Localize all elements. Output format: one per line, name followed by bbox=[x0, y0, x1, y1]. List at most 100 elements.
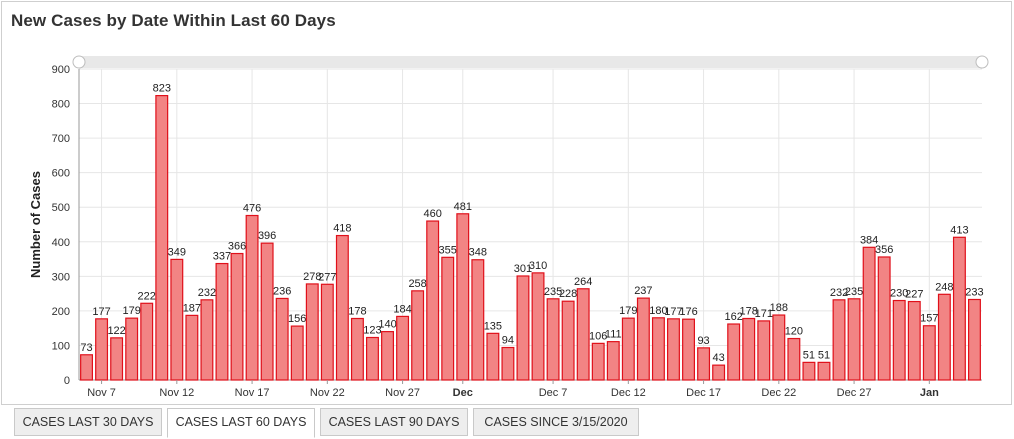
bar[interactable] bbox=[727, 323, 741, 381]
x-tick-label: Dec 22 bbox=[761, 387, 796, 399]
bar[interactable] bbox=[968, 298, 981, 381]
bar-value-label: 235 bbox=[845, 286, 863, 298]
bar-value-label: 356 bbox=[875, 244, 893, 256]
bar[interactable] bbox=[937, 293, 951, 381]
y-tick-label: 400 bbox=[52, 237, 70, 249]
bar[interactable] bbox=[516, 275, 530, 381]
bar[interactable] bbox=[651, 317, 665, 381]
bar[interactable] bbox=[742, 317, 756, 381]
bar[interactable] bbox=[456, 213, 470, 381]
bar[interactable] bbox=[260, 242, 274, 381]
bar[interactable] bbox=[636, 297, 650, 381]
bar[interactable] bbox=[290, 325, 304, 381]
bar[interactable] bbox=[320, 283, 334, 381]
bar-value-label: 230 bbox=[890, 288, 908, 300]
x-tick-label: Dec 27 bbox=[837, 387, 872, 399]
bar[interactable] bbox=[140, 302, 154, 381]
bar-value-label: 222 bbox=[138, 290, 156, 302]
bar-value-label: 236 bbox=[273, 285, 291, 297]
bar-value-label: 120 bbox=[785, 326, 803, 338]
bar-value-label: 135 bbox=[484, 320, 502, 332]
bar[interactable] bbox=[125, 317, 139, 381]
bar[interactable] bbox=[847, 298, 861, 381]
bar[interactable] bbox=[245, 214, 259, 381]
bar[interactable] bbox=[335, 234, 349, 381]
tab-cases-since-3-15-2020[interactable]: CASES SINCE 3/15/2020 bbox=[473, 408, 639, 436]
bar[interactable] bbox=[350, 317, 364, 381]
bar[interactable] bbox=[802, 361, 816, 381]
bar[interactable] bbox=[546, 298, 560, 381]
range-scroller-left-handle[interactable] bbox=[72, 55, 86, 69]
bar-value-label: 94 bbox=[502, 335, 514, 347]
bar[interactable] bbox=[396, 315, 410, 381]
bar[interactable] bbox=[667, 318, 680, 381]
bar[interactable] bbox=[275, 297, 289, 381]
bar-value-label: 264 bbox=[574, 276, 592, 288]
bar[interactable] bbox=[787, 337, 801, 381]
bar[interactable] bbox=[170, 258, 184, 381]
bar[interactable] bbox=[411, 290, 425, 381]
y-tick-label: 600 bbox=[52, 168, 70, 180]
bar[interactable] bbox=[772, 314, 786, 381]
bar-value-label: 106 bbox=[589, 330, 607, 342]
bar[interactable] bbox=[591, 342, 605, 381]
y-tick-label: 300 bbox=[52, 271, 70, 283]
bar[interactable] bbox=[757, 320, 771, 381]
bar-value-label: 73 bbox=[80, 342, 92, 354]
bar-value-label: 93 bbox=[697, 335, 709, 347]
bar-value-label: 156 bbox=[288, 313, 306, 325]
bar[interactable] bbox=[381, 331, 394, 381]
bar[interactable] bbox=[832, 299, 846, 381]
range-scroller-right-handle[interactable] bbox=[975, 55, 989, 69]
bar[interactable] bbox=[682, 318, 695, 381]
x-tick-label: Nov 17 bbox=[235, 387, 270, 399]
chart-panel: New Cases by Date Within Last 60 Days bbox=[1, 1, 1012, 405]
bar[interactable] bbox=[877, 256, 891, 381]
bar-value-label: 177 bbox=[92, 306, 110, 318]
bar[interactable] bbox=[366, 336, 379, 381]
bar[interactable] bbox=[561, 300, 575, 381]
bar[interactable] bbox=[952, 236, 966, 381]
y-tick-label: 100 bbox=[52, 340, 70, 352]
bar-value-label: 233 bbox=[965, 286, 983, 298]
bar[interactable] bbox=[80, 354, 93, 381]
tab-cases-last-30-days[interactable]: CASES LAST 30 DAYS bbox=[14, 408, 162, 436]
bar[interactable] bbox=[305, 283, 319, 381]
bar[interactable] bbox=[606, 341, 620, 381]
range-scroller-track[interactable] bbox=[79, 56, 982, 68]
bar-value-label: 51 bbox=[803, 349, 815, 361]
bar-value-label: 178 bbox=[348, 305, 366, 317]
bar[interactable] bbox=[576, 288, 590, 381]
bar[interactable] bbox=[922, 325, 936, 381]
bar[interactable] bbox=[697, 347, 711, 381]
bar[interactable] bbox=[531, 272, 545, 381]
x-tick-label: Nov 22 bbox=[310, 387, 345, 399]
bar-value-label: 43 bbox=[713, 352, 725, 364]
bar[interactable] bbox=[712, 364, 726, 381]
tab-cases-last-90-days[interactable]: CASES LAST 90 DAYS bbox=[320, 408, 468, 436]
bar[interactable] bbox=[441, 256, 455, 381]
bar[interactable] bbox=[185, 314, 199, 381]
bar-value-label: 111 bbox=[605, 329, 622, 341]
bar-value-label: 348 bbox=[469, 247, 487, 259]
bar[interactable] bbox=[155, 95, 169, 381]
bar[interactable] bbox=[215, 262, 229, 381]
bar[interactable] bbox=[426, 220, 440, 381]
bar[interactable] bbox=[230, 252, 244, 381]
bar-value-label: 384 bbox=[860, 234, 878, 246]
bar[interactable] bbox=[486, 332, 500, 381]
bar-value-label: 177 bbox=[664, 306, 682, 318]
bar[interactable] bbox=[621, 317, 635, 381]
bar[interactable] bbox=[200, 299, 214, 381]
bar[interactable] bbox=[110, 337, 124, 381]
bar[interactable] bbox=[95, 318, 109, 381]
bar[interactable] bbox=[817, 361, 831, 381]
bar[interactable] bbox=[862, 246, 876, 381]
x-tick-label: Dec 12 bbox=[611, 387, 646, 399]
bar[interactable] bbox=[892, 299, 906, 381]
bar[interactable] bbox=[907, 300, 921, 381]
y-axis-title: Number of Cases bbox=[28, 171, 43, 278]
tab-cases-last-60-days[interactable]: CASES LAST 60 DAYS bbox=[167, 408, 315, 438]
bar[interactable] bbox=[471, 259, 485, 381]
bar[interactable] bbox=[501, 346, 515, 381]
